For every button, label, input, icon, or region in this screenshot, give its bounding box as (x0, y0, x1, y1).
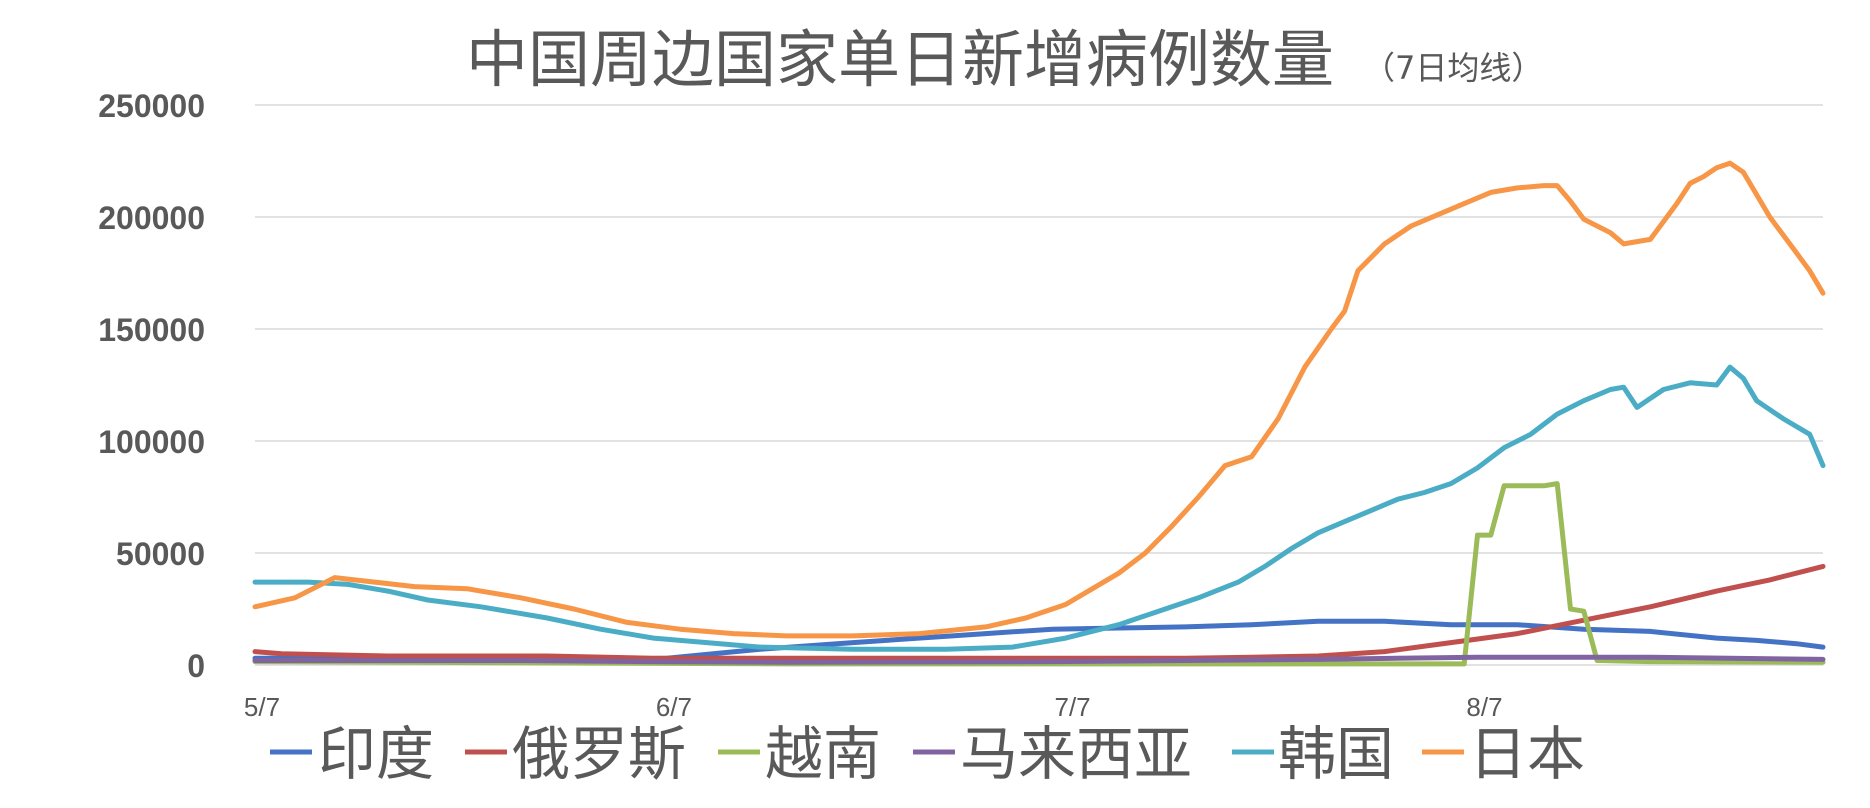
legend-label: 韩国 (1278, 720, 1394, 788)
legend-item-5: 日本 (1422, 720, 1585, 788)
y-axis-tick-labels: 0 50000 100000 150000 200000 250000 (98, 88, 205, 684)
legend-label: 俄罗斯 (512, 720, 686, 788)
series-lines (252, 160, 1826, 667)
series-line-3 (252, 654, 1826, 665)
legend-item-0: 印度 (270, 720, 434, 788)
chart-title-main: 中国周边国家单日新增病例数量 (466, 23, 1334, 96)
y-tick-label-100000: 100000 (98, 424, 205, 460)
legend-item-4: 韩国 (1232, 720, 1394, 788)
series-line-5 (252, 160, 1826, 639)
legend-label: 越南 (765, 720, 881, 788)
series-line-4 (252, 364, 1826, 652)
legend-label: 马来西亚 (960, 720, 1192, 788)
legend: 印度 俄罗斯 越南 马来西亚 韩国 日本 (270, 720, 1585, 788)
y-tick-label-250000: 250000 (98, 88, 205, 124)
legend-item-1: 俄罗斯 (465, 720, 686, 788)
y-tick-label-200000: 200000 (98, 200, 205, 236)
x-tick-label-6-7: 6/7 (656, 692, 692, 722)
x-tick-label-7-7: 7/7 (1054, 692, 1090, 722)
chart-title: 中国周边国家单日新增病例数量 （7日均线） (466, 23, 1543, 96)
y-tick-label-0: 0 (187, 648, 205, 684)
x-tick-label-5-7: 5/7 (244, 692, 280, 722)
series-line-0 (252, 618, 1826, 662)
series-line-1 (252, 563, 1826, 661)
gridlines (255, 104, 1823, 666)
legend-item-2: 越南 (718, 720, 881, 788)
series-line-2 (252, 481, 1826, 667)
x-tick-label-8-7: 8/7 (1466, 692, 1502, 722)
y-tick-label-50000: 50000 (116, 536, 205, 572)
x-axis-tick-labels: 5/7 6/7 7/7 8/7 (244, 692, 1503, 722)
chart-subtitle: （7日均线） (1363, 49, 1543, 87)
legend-label: 印度 (318, 720, 434, 788)
legend-item-3: 马来西亚 (913, 720, 1192, 788)
legend-label: 日本 (1469, 720, 1585, 788)
y-tick-label-150000: 150000 (98, 312, 205, 348)
